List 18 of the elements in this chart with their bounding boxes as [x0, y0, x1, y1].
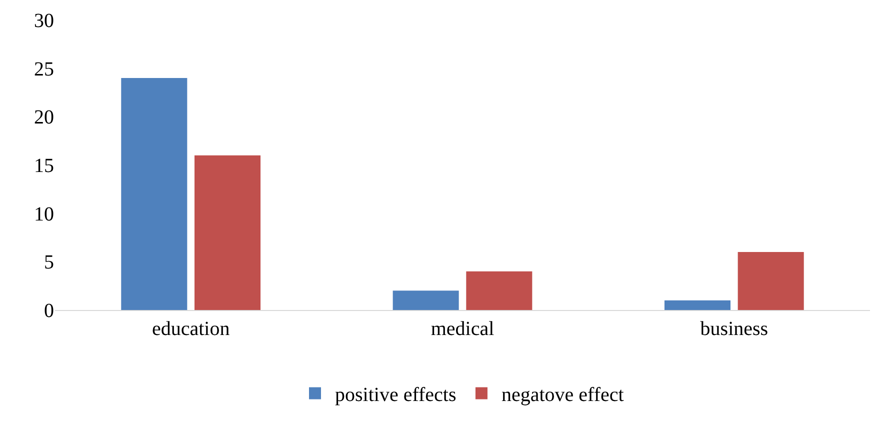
y-tick-label: 10 [34, 203, 54, 226]
y-tick-label: 0 [44, 300, 54, 322]
y-tick-label: 20 [34, 106, 54, 129]
x-tick-label: business [700, 318, 768, 340]
bar [466, 271, 532, 310]
y-tick-label: 5 [44, 252, 54, 274]
bar [664, 300, 730, 310]
legend-label: negatove effect [501, 384, 624, 406]
x-tick-label: education [152, 318, 230, 340]
x-tick-label: medical [430, 318, 495, 340]
bar [738, 252, 804, 310]
y-tick-label: 15 [34, 155, 54, 177]
y-tick-label: 25 [34, 58, 54, 80]
bar [121, 78, 188, 310]
bar [194, 155, 261, 310]
y-tick-label: 30 [34, 10, 54, 32]
bar [392, 290, 459, 310]
legend-label: positive effects [335, 384, 456, 406]
